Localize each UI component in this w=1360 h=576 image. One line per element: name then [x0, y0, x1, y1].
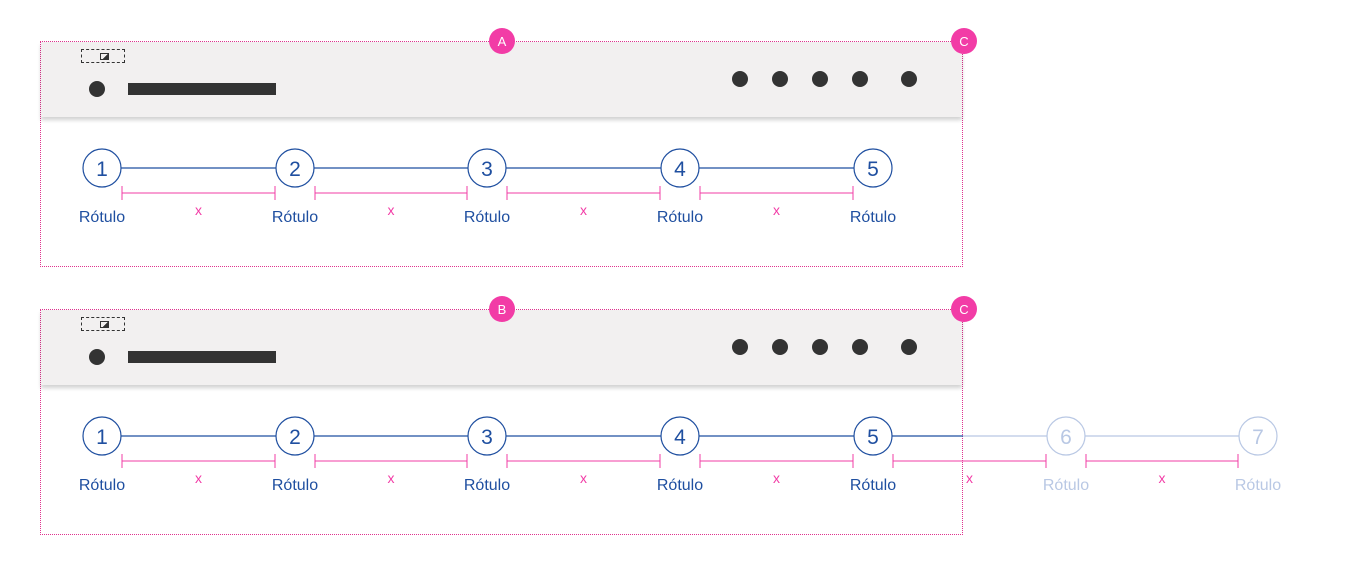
step-number: 5 [867, 158, 879, 181]
step-label: Rótulo [657, 477, 703, 494]
spacing-label: x [773, 470, 780, 486]
nav-item-2[interactable] [772, 339, 788, 355]
step-number: 7 [1252, 426, 1264, 449]
spacing-label: x [773, 202, 780, 218]
nav-item-1[interactable] [732, 339, 748, 355]
spacing-label: x [580, 202, 587, 218]
step-number: 3 [481, 158, 493, 181]
spacing-label: x [966, 470, 973, 486]
step-label: Rótulo [79, 477, 125, 494]
step-circle [1046, 416, 1086, 456]
nav-item-3[interactable] [812, 339, 828, 355]
nav-item-4[interactable] [852, 71, 868, 87]
step-circle [853, 148, 893, 188]
step-circle [82, 148, 122, 188]
step-label: Rótulo [464, 209, 510, 226]
nav-item-5[interactable] [901, 339, 917, 355]
spacing-label: x [580, 470, 587, 486]
step-label: Rótulo [850, 477, 896, 494]
step-circle [467, 148, 507, 188]
image-placeholder-icon [81, 49, 125, 63]
step-number: 4 [674, 426, 686, 449]
nav-item-3[interactable] [812, 71, 828, 87]
step-label: Rótulo [464, 477, 510, 494]
spacing-label: x [195, 470, 202, 486]
header-bar [41, 310, 962, 385]
step-circle [660, 416, 700, 456]
site-title-placeholder [128, 351, 276, 363]
step-label: Rótulo [272, 209, 318, 226]
step-number: 5 [867, 426, 879, 449]
spacing-label: x [195, 202, 202, 218]
nav-item-2[interactable] [772, 71, 788, 87]
spacing-label: x [388, 470, 395, 486]
step-number: 1 [96, 426, 108, 449]
image-placeholder-icon [81, 317, 125, 331]
nav-item-5[interactable] [901, 71, 917, 87]
nav-item-1[interactable] [732, 71, 748, 87]
step-circle [660, 148, 700, 188]
header-bar [41, 42, 962, 117]
wireframe-panel-a [40, 41, 963, 267]
logo-icon[interactable] [89, 349, 105, 365]
step-label: Rótulo [272, 477, 318, 494]
step-number: 6 [1060, 426, 1072, 449]
step-circle [1238, 416, 1278, 456]
nav-item-4[interactable] [852, 339, 868, 355]
step-label: Rótulo [850, 209, 896, 226]
step-circle [275, 416, 315, 456]
step-label: Rótulo [1235, 477, 1281, 494]
step-label: Rótulo [1043, 477, 1089, 494]
step-number: 4 [674, 158, 686, 181]
annotation-badge-c: C [951, 28, 977, 54]
step-circle [82, 416, 122, 456]
step-number: 1 [96, 158, 108, 181]
step-label: Rótulo [79, 209, 125, 226]
step-circle [853, 416, 893, 456]
step-number: 2 [289, 426, 301, 449]
annotation-badge-b: B [489, 296, 515, 322]
step-number: 2 [289, 158, 301, 181]
spacing-label: x [1159, 470, 1166, 486]
site-title-placeholder [128, 83, 276, 95]
logo-icon[interactable] [89, 81, 105, 97]
step-circle [467, 416, 507, 456]
spacing-label: x [388, 202, 395, 218]
annotation-badge-a: A [489, 28, 515, 54]
step-label: Rótulo [657, 209, 703, 226]
wireframe-panel-b [40, 309, 963, 535]
step-number: 3 [481, 426, 493, 449]
annotation-badge-c: C [951, 296, 977, 322]
step-circle [275, 148, 315, 188]
